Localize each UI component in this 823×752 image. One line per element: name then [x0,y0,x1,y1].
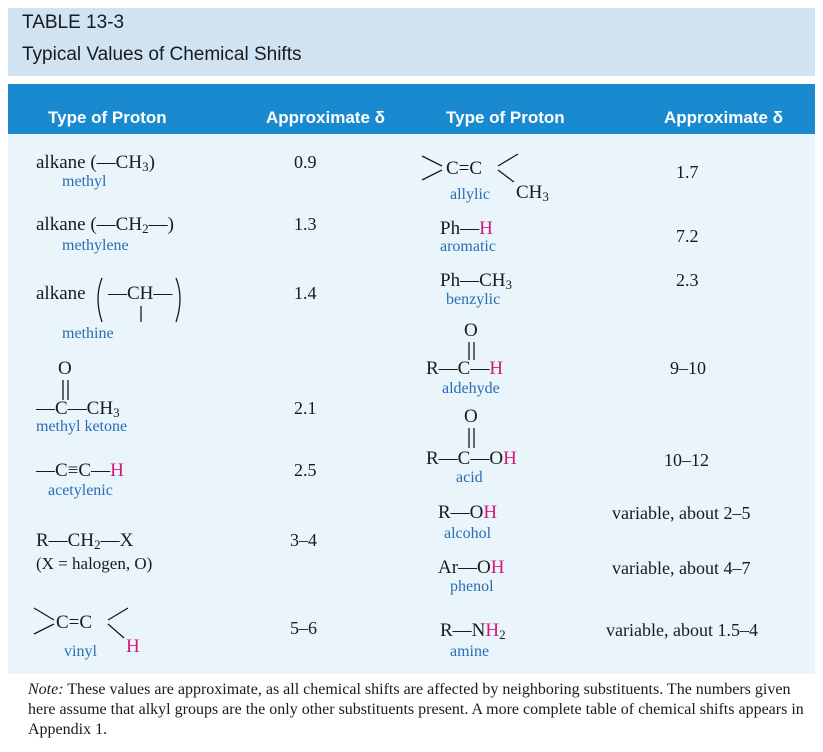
name-vinyl: vinyl [64,643,97,660]
name-benzylic: benzylic [446,291,501,308]
formula-acetylenic: —C≡C—H [36,460,124,481]
value-allylic: 1.7 [676,162,699,182]
value-amine: variable, about 1.5–4 [606,620,758,640]
formula-halide: R—CH2—X [36,530,134,552]
name-methylene: methylene [62,237,129,254]
formula-methylene: alkane (—CH2—) [36,214,174,236]
name-methyl-ketone: methyl ketone [36,418,128,435]
formula-methine: —CH— [108,283,173,304]
formula-methyl-ketone: —C—CH3 [36,398,120,420]
formula-methyl: alkane (—CH3) [36,152,155,174]
table-title: Typical Values of Chemical Shifts [22,44,302,65]
formula-aldehyde: R—C—H [426,358,504,379]
value-vinyl: 5–6 [290,618,317,638]
value-methyl-ketone: 2.1 [294,398,317,418]
formula-methine-prefix: alkane [36,283,86,304]
formula-acid: R—C—OH [426,448,517,469]
name-aldehyde: aldehyde [442,380,500,397]
value-benzylic: 2.3 [676,270,699,290]
value-methyl: 0.9 [294,152,317,172]
note-label: Note: [28,681,64,698]
formula-vinyl: C=C [56,612,93,633]
formula-aromatic: Ph—H [440,218,493,239]
acid-double-bond [468,428,475,448]
acid-oxygen: O [464,406,478,427]
value-acetylenic: 2.5 [294,460,317,480]
name-acid: acid [456,469,483,486]
value-aromatic: 7.2 [676,226,699,246]
table-header [8,84,815,134]
value-methylene: 1.3 [294,214,317,234]
name-amine: amine [450,643,490,660]
aldehyde-oxygen: O [464,320,478,341]
header-type-left: Type of Proton [48,108,167,127]
note-text: These values are approximate, as all che… [28,681,804,738]
value-halide: 3–4 [290,530,317,550]
ketone-oxygen: O [58,358,72,379]
value-methine: 1.4 [294,283,317,303]
table-label: TABLE 13-3 [22,12,125,33]
header-type-right: Type of Proton [446,108,565,127]
name-acetylenic: acetylenic [48,482,113,499]
formula-phenol: Ar—OH [438,557,505,578]
vinyl-bonds [33,607,129,639]
value-alcohol: variable, about 2–5 [612,503,751,523]
formula-alcohol: R—OH [438,502,498,523]
name-methine: methine [62,325,114,342]
name-alcohol: alcohol [444,525,492,542]
allylic-bonds [421,153,519,183]
header-delta-left: Approximate δ [266,108,385,127]
value-phenol: variable, about 4–7 [612,558,751,578]
ketone-double-bond [62,380,69,400]
name-halide: (X = halogen, O) [36,554,153,573]
table-body [8,134,815,674]
table-title-block [8,8,815,76]
vinyl-h: H [126,636,140,657]
name-phenol: phenol [450,578,494,595]
name-aromatic: aromatic [440,238,496,255]
value-aldehyde: 9–10 [670,358,706,378]
allylic-ch3: CH3 [516,182,549,204]
formula-amine: R—NH2 [440,620,506,642]
formula-allylic: C=C [446,158,483,179]
table-note: Note: These values are approximate, as a… [28,680,808,740]
header-delta-right: Approximate δ [664,108,783,127]
aldehyde-double-bond [468,342,475,360]
methine-bracket [97,277,181,323]
name-allylic: allylic [450,186,490,203]
value-acid: 10–12 [664,450,709,470]
formula-benzylic: Ph—CH3 [440,270,512,292]
name-methyl: methyl [62,173,107,190]
